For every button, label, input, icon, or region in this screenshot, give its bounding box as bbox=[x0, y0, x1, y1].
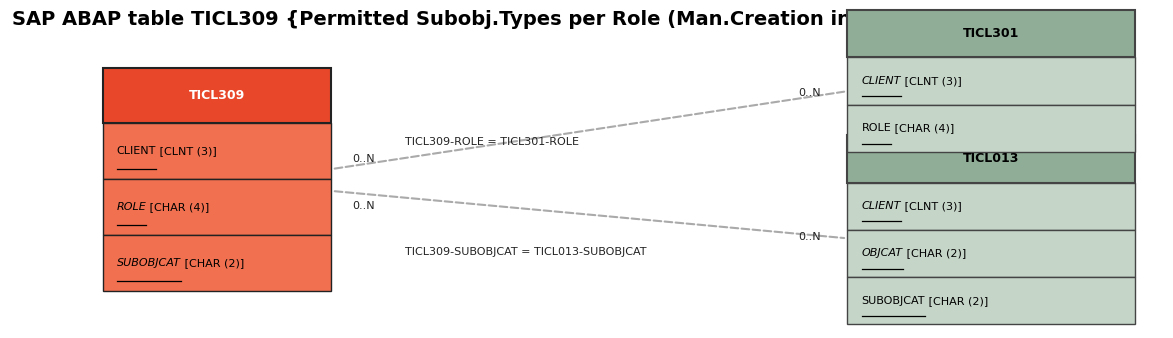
Text: TICL309-ROLE = TICL301-ROLE: TICL309-ROLE = TICL301-ROLE bbox=[405, 137, 578, 147]
Bar bbox=[103, 235, 331, 291]
Text: 0..N: 0..N bbox=[352, 154, 374, 164]
Text: [CHAR (4)]: [CHAR (4)] bbox=[891, 123, 955, 134]
Text: SUBOBJCAT: SUBOBJCAT bbox=[116, 258, 181, 268]
Text: 0..N: 0..N bbox=[799, 232, 821, 242]
Text: [CHAR (4)]: [CHAR (4)] bbox=[147, 202, 210, 212]
Bar bbox=[103, 179, 331, 235]
Bar bbox=[847, 277, 1135, 324]
Text: TICL309: TICL309 bbox=[189, 89, 245, 102]
Text: CLIENT: CLIENT bbox=[861, 76, 901, 86]
Bar bbox=[847, 135, 1135, 183]
Text: [CHAR (2)]: [CHAR (2)] bbox=[902, 248, 965, 259]
Bar bbox=[847, 183, 1135, 230]
Text: TICL013: TICL013 bbox=[963, 152, 1019, 165]
Text: SAP ABAP table TICL309 {Permitted Subobj.Types per Role (Man.Creation in Clm)}: SAP ABAP table TICL309 {Permitted Subobj… bbox=[12, 10, 922, 29]
Text: [CLNT (3)]: [CLNT (3)] bbox=[901, 201, 962, 211]
Text: TICL301: TICL301 bbox=[963, 27, 1019, 40]
Text: ROLE: ROLE bbox=[861, 123, 891, 134]
Text: [CHAR (2)]: [CHAR (2)] bbox=[925, 296, 989, 306]
Bar bbox=[847, 10, 1135, 57]
Text: [CLNT (3)]: [CLNT (3)] bbox=[156, 146, 217, 156]
Text: ROLE: ROLE bbox=[116, 202, 147, 212]
Text: OBJCAT: OBJCAT bbox=[861, 248, 902, 259]
Text: 0..N: 0..N bbox=[799, 88, 821, 98]
Text: SUBOBJCAT: SUBOBJCAT bbox=[861, 296, 925, 306]
Text: 0..N: 0..N bbox=[352, 201, 374, 211]
Text: [CHAR (2)]: [CHAR (2)] bbox=[181, 258, 244, 268]
Text: [CLNT (3)]: [CLNT (3)] bbox=[901, 76, 962, 86]
Bar bbox=[103, 123, 331, 179]
Bar bbox=[847, 105, 1135, 152]
Text: CLIENT: CLIENT bbox=[861, 201, 901, 211]
Bar bbox=[103, 68, 331, 123]
Bar bbox=[847, 57, 1135, 105]
Text: CLIENT: CLIENT bbox=[116, 146, 156, 156]
Bar bbox=[847, 230, 1135, 277]
Text: TICL309-SUBOBJCAT = TICL013-SUBOBJCAT: TICL309-SUBOBJCAT = TICL013-SUBOBJCAT bbox=[405, 247, 646, 257]
